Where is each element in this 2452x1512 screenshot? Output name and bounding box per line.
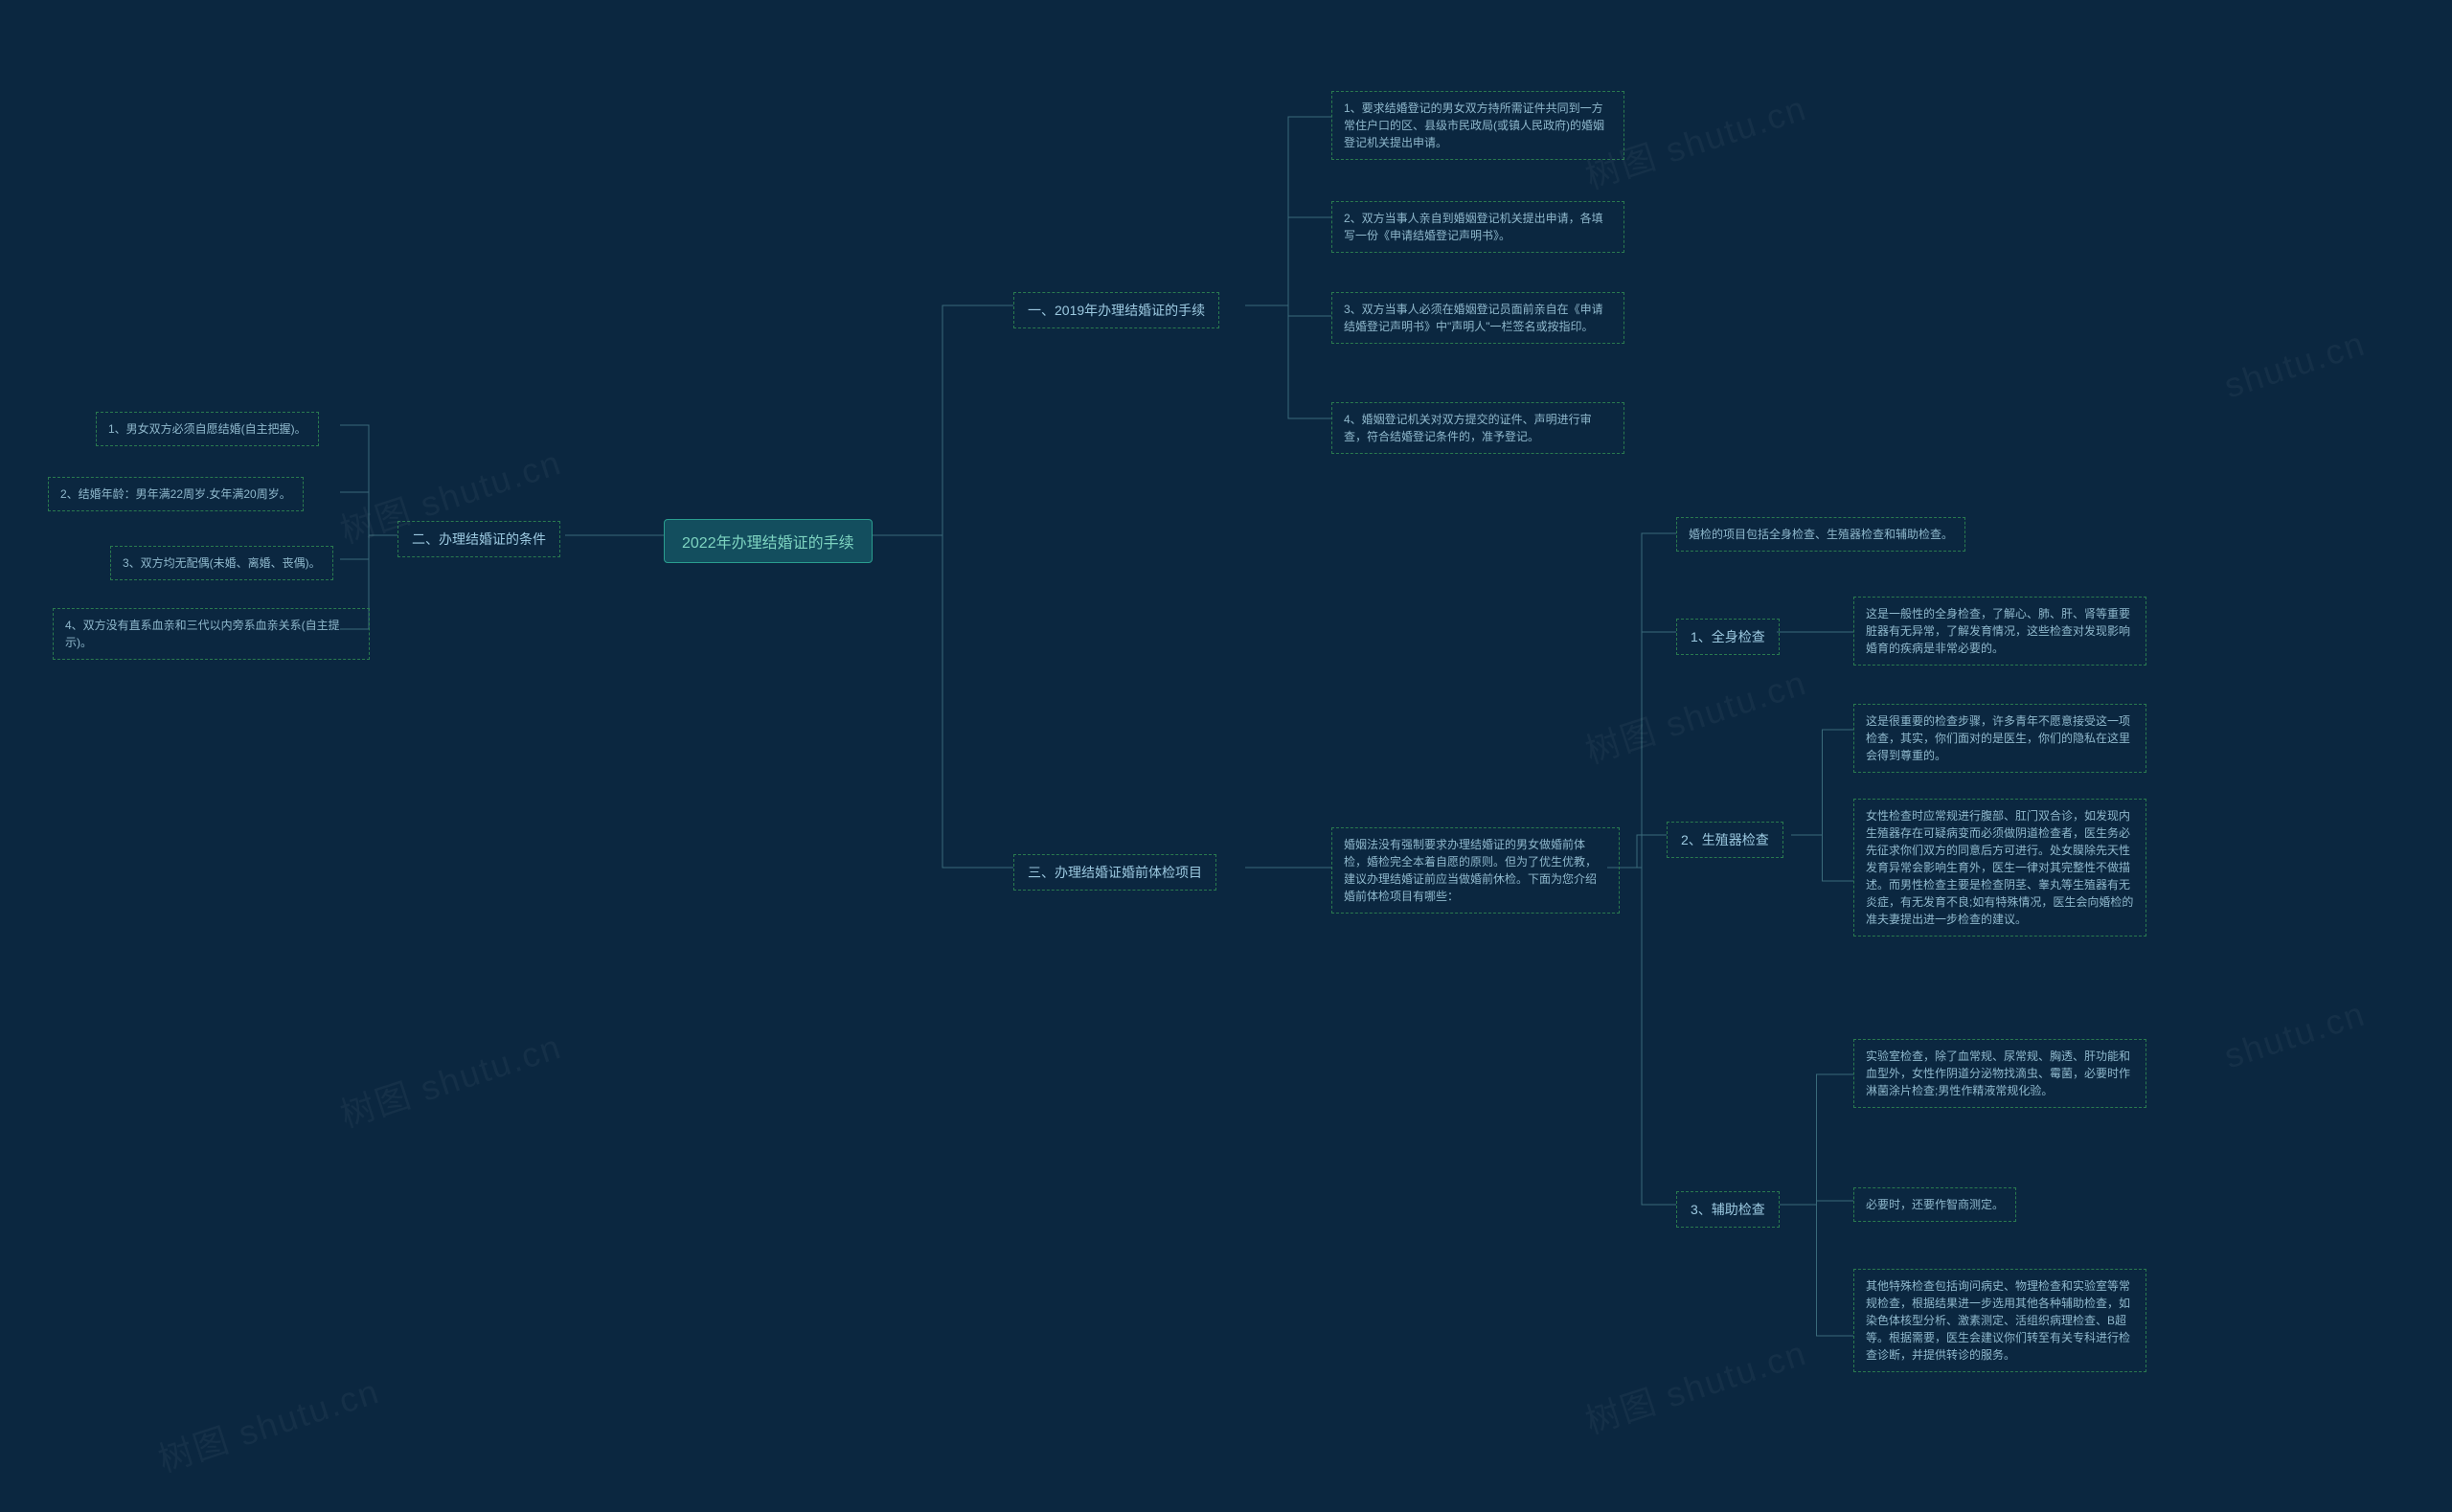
leaf-b2-3[interactable]: 3、双方均无配偶(未婚、离婚、丧偶)。 bbox=[110, 546, 333, 580]
watermark: 树图 shutu.cn bbox=[151, 1364, 385, 1482]
watermark: 树图 shutu.cn bbox=[333, 1019, 567, 1138]
branch-3[interactable]: 三、办理结婚证婚前体检项目 bbox=[1013, 854, 1216, 891]
watermark: 树图 shutu.cn bbox=[1578, 1325, 1812, 1444]
leaf-b1-2[interactable]: 2、双方当事人亲自到婚姻登记机关提出申请，各填写一份《申请结婚登记声明书》。 bbox=[1331, 201, 1624, 253]
leaf-b3-0[interactable]: 婚检的项目包括全身检查、生殖器检查和辅助检查。 bbox=[1676, 517, 1965, 552]
leaf-b3c3-1[interactable]: 实验室检查，除了血常规、尿常规、胸透、肝功能和血型外，女性作阴道分泌物找滴虫、霉… bbox=[1853, 1039, 2146, 1108]
watermark: shutu.cn bbox=[2219, 994, 2371, 1077]
watermark: 树图 shutu.cn bbox=[1578, 655, 1812, 774]
leaf-b1-4[interactable]: 4、婚姻登记机关对双方提交的证件、声明进行审查，符合结婚登记条件的，准予登记。 bbox=[1331, 402, 1624, 454]
leaf-b3c2-1[interactable]: 这是很重要的检查步骤，许多青年不愿意接受这一项检查，其实，你们面对的是医生，你们… bbox=[1853, 704, 2146, 773]
branch-2[interactable]: 二、办理结婚证的条件 bbox=[397, 521, 560, 557]
mindmap-canvas: 2022年办理结婚证的手续 一、2019年办理结婚证的手续 二、办理结婚证的条件… bbox=[0, 0, 2452, 1512]
leaf-b3c2-2[interactable]: 女性检查时应常规进行腹部、肛门双合诊，如发现内生殖器存在可疑病变而必须做阴道检查… bbox=[1853, 799, 2146, 937]
branch-3-child-3[interactable]: 3、辅助检查 bbox=[1676, 1191, 1780, 1228]
branch-1[interactable]: 一、2019年办理结婚证的手续 bbox=[1013, 292, 1219, 328]
leaf-b3c3-3[interactable]: 其他特殊检查包括询问病史、物理检查和实验室等常规检查，根据结果进一步选用其他各种… bbox=[1853, 1269, 2146, 1372]
leaf-b2-2[interactable]: 2、结婚年龄：男年满22周岁.女年满20周岁。 bbox=[48, 477, 304, 511]
leaf-b2-4[interactable]: 4、双方没有直系血亲和三代以内旁系血亲关系(自主提示)。 bbox=[53, 608, 370, 660]
branch-3-child-2[interactable]: 2、生殖器检查 bbox=[1667, 822, 1783, 858]
branch-3-desc[interactable]: 婚姻法没有强制要求办理结婚证的男女做婚前体检，婚检完全本着自愿的原则。但为了优生… bbox=[1331, 827, 1620, 914]
leaf-b1-1[interactable]: 1、要求结婚登记的男女双方持所需证件共同到一方常住户口的区、县级市民政局(或镇人… bbox=[1331, 91, 1624, 160]
leaf-b3c3-2[interactable]: 必要时，还要作智商测定。 bbox=[1853, 1187, 2016, 1222]
root-node[interactable]: 2022年办理结婚证的手续 bbox=[664, 519, 873, 563]
branch-3-child-1[interactable]: 1、全身检查 bbox=[1676, 619, 1780, 655]
leaf-b1-3[interactable]: 3、双方当事人必须在婚姻登记员面前亲自在《申请结婚登记声明书》中"声明人"一栏签… bbox=[1331, 292, 1624, 344]
leaf-b3c1-1[interactable]: 这是一般性的全身检查，了解心、肺、肝、肾等重要脏器有无异常，了解发育情况，这些检… bbox=[1853, 597, 2146, 666]
watermark: shutu.cn bbox=[2219, 324, 2371, 407]
leaf-b2-1[interactable]: 1、男女双方必须自愿结婚(自主把握)。 bbox=[96, 412, 319, 446]
